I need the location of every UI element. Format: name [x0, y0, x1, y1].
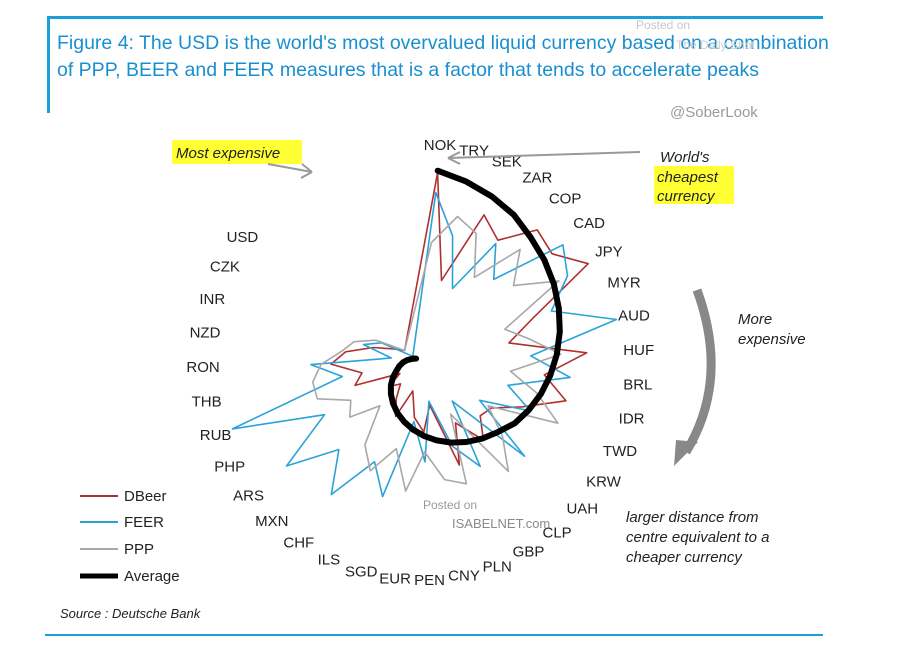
series-layer — [231, 167, 618, 498]
more-expensive-label-1: More — [738, 311, 772, 328]
cheapest-label-2: cheapest — [657, 169, 719, 186]
category-label-sgd: SGD — [345, 564, 378, 581]
arrowhead-icon — [447, 151, 461, 165]
category-label-php: PHP — [214, 459, 245, 476]
watermark-soberlook: @SoberLook — [670, 104, 758, 121]
legend-label-ppp: PPP — [124, 541, 154, 558]
category-label-huf: HUF — [623, 342, 654, 359]
legend: DBeer FEER PPP Average — [80, 488, 180, 585]
watermark-posted-on: Posted on — [636, 18, 691, 32]
category-label-zar: ZAR — [522, 170, 552, 187]
more-expensive-arrow — [682, 288, 716, 455]
distance-note-3: cheaper currency — [626, 549, 743, 566]
cheapest-label-1: World's — [660, 149, 710, 166]
category-label-gbp: GBP — [513, 544, 545, 561]
curved-arrowhead-icon — [674, 440, 698, 466]
title-left-bar — [47, 16, 50, 113]
watermark-posted-on-center: Posted on — [423, 498, 478, 512]
category-label-cad: CAD — [573, 215, 605, 232]
category-label-brl: BRL — [623, 376, 652, 393]
more-expensive-label-2: expensive — [738, 331, 806, 348]
category-label-czk: CZK — [210, 259, 240, 276]
series-line-dbeer — [330, 171, 589, 466]
watermark-isabelnet: ISABELNET.com — [452, 516, 551, 531]
category-label-ils: ILS — [318, 552, 341, 569]
category-label-try: TRY — [459, 143, 489, 160]
category-label-usd: USD — [227, 229, 259, 246]
category-label-cop: COP — [549, 190, 582, 207]
category-label-mxn: MXN — [255, 513, 288, 530]
series-line-ppp — [312, 215, 562, 492]
category-label-chf: CHF — [283, 535, 314, 552]
category-label-inr: INR — [199, 291, 225, 308]
category-label-myr: MYR — [607, 275, 641, 292]
category-label-nok: NOK — [424, 137, 457, 154]
category-label-jpy: JPY — [595, 244, 623, 261]
category-label-uah: UAH — [566, 501, 598, 518]
source-note: Source : Deutsche Bank — [60, 606, 201, 621]
category-label-eur: EUR — [379, 571, 411, 588]
category-label-thb: THB — [192, 394, 222, 411]
cheapest-arrow — [447, 151, 641, 159]
category-label-clp: CLP — [543, 524, 572, 541]
page-title: Figure 4: The USD is the world's most ov… — [57, 32, 829, 81]
category-label-cny: CNY — [448, 568, 480, 585]
legend-label-dbeer: DBeer — [124, 488, 167, 505]
legend-label-average: Average — [124, 568, 180, 585]
top-rule — [47, 16, 823, 19]
cheapest-label-3: currency — [657, 188, 716, 205]
most-expensive-arrow — [267, 163, 313, 173]
category-label-nzd: NZD — [190, 325, 221, 342]
bottom-rule — [45, 634, 823, 636]
category-label-sek: SEK — [492, 154, 522, 171]
cheapest-highlight — [654, 166, 734, 204]
series-line-feer — [231, 191, 618, 498]
legend-label-feer: FEER — [124, 514, 164, 531]
most-expensive-highlight — [172, 140, 302, 164]
arrowhead-icon — [300, 163, 313, 179]
most-expensive-label: Most expensive — [176, 145, 280, 162]
category-label-pen: PEN — [414, 572, 445, 589]
distance-note-1: larger distance from — [626, 509, 759, 526]
category-label-ron: RON — [186, 359, 219, 376]
series-line-average — [387, 167, 563, 446]
category-label-pln: PLN — [483, 558, 512, 575]
category-label-twd: TWD — [603, 443, 637, 460]
watermark-dailyshot: The Daily Shot — [676, 38, 755, 52]
distance-note-2: centre equivalent to a — [626, 529, 769, 546]
category-label-rub: RUB — [200, 427, 232, 444]
category-label-idr: IDR — [619, 410, 645, 427]
category-label-ars: ARS — [233, 487, 264, 504]
category-label-aud: AUD — [618, 308, 650, 325]
category-label-krw: KRW — [586, 473, 622, 490]
